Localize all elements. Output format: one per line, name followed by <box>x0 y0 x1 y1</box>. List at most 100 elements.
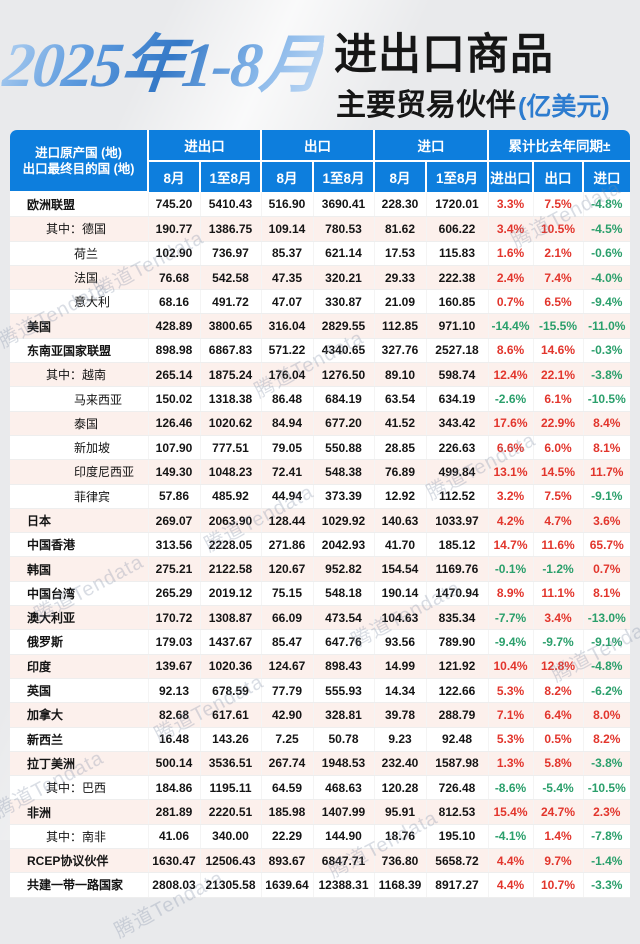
value-cell: 548.18 <box>313 581 375 607</box>
value-cell: 606.22 <box>426 216 489 242</box>
yoy-percent-cell: -7.7% <box>488 605 534 631</box>
value-cell: 139.67 <box>148 654 201 679</box>
value-cell: 190.14 <box>374 581 427 607</box>
value-cell: 5410.43 <box>200 192 262 218</box>
value-cell: 12388.31 <box>313 872 375 898</box>
value-cell: 120.67 <box>261 556 314 582</box>
yoy-percent-cell: 65.7% <box>583 532 630 558</box>
value-cell: 41.06 <box>148 824 201 850</box>
value-cell: 971.10 <box>426 313 489 339</box>
value-cell: 555.93 <box>313 678 375 704</box>
table-row: 韩国 275.21 2122.58 120.67 952.82 154.54 1169.76… <box>10 556 630 582</box>
value-cell: 1437.67 <box>200 629 262 655</box>
yoy-percent-cell: -3.8% <box>583 751 630 777</box>
yoy-percent-cell: 7.1% <box>488 702 534 728</box>
column-group-yoy: 累计比去年同期± <box>486 130 630 162</box>
yoy-percent-cell: -4.8% <box>583 654 630 679</box>
table-row: 共建一带一路国家 2808.03 21305.58 1639.64 12388.31 11… <box>10 872 630 898</box>
value-cell: 29.33 <box>374 265 427 291</box>
value-cell: 85.47 <box>261 629 314 655</box>
yoy-percent-cell: 6.4% <box>533 702 584 728</box>
yoy-percent-cell: 2.1% <box>533 241 584 266</box>
value-cell: 190.77 <box>148 216 201 242</box>
value-cell: 93.56 <box>374 629 427 655</box>
yoy-percent-cell: -4.0% <box>583 265 630 291</box>
value-cell: 2829.55 <box>313 313 375 339</box>
yoy-percent-cell: 13.1% <box>488 459 534 485</box>
value-cell: 16.48 <box>148 727 201 752</box>
value-cell: 678.59 <box>200 678 262 704</box>
value-cell: 160.85 <box>426 289 489 315</box>
yoy-percent-cell: 3.3% <box>488 192 534 218</box>
table-row: 印度尼西亚 149.30 1048.23 72.41 548.38 76.89 499.84… <box>10 459 630 485</box>
value-cell: 1033.97 <box>426 508 489 534</box>
yoy-percent-cell: -1.2% <box>533 556 584 582</box>
value-cell: 47.35 <box>261 265 314 291</box>
value-cell: 84.94 <box>261 411 314 436</box>
table-row: 泰国 126.46 1020.62 84.94 677.20 41.52 343.42 17.… <box>10 411 630 436</box>
value-cell: 92.13 <box>148 678 201 704</box>
value-cell: 634.19 <box>426 386 489 412</box>
value-cell: 500.14 <box>148 751 201 777</box>
value-cell: 121.92 <box>426 654 489 679</box>
value-cell: 22.29 <box>261 824 314 850</box>
value-cell: 128.44 <box>261 508 314 534</box>
column-header-country-line2: 出口最终目的国 (地) <box>22 161 135 176</box>
value-cell: 115.83 <box>426 241 489 266</box>
value-cell: 812.53 <box>426 799 489 825</box>
value-cell: 677.20 <box>313 411 375 436</box>
value-cell: 21.09 <box>374 289 427 315</box>
yoy-percent-cell: 14.5% <box>533 459 584 485</box>
yoy-percent-cell: 6.1% <box>533 386 584 412</box>
yoy-percent-cell: 4.7% <box>533 508 584 534</box>
yoy-percent-cell: 17.6% <box>488 411 534 436</box>
value-cell: 12506.43 <box>200 848 262 874</box>
yoy-percent-cell: -2.6% <box>488 386 534 412</box>
value-cell: 271.86 <box>261 532 314 558</box>
value-cell: 1318.38 <box>200 386 262 412</box>
yoy-percent-cell: 5.3% <box>488 727 534 752</box>
value-cell: 232.40 <box>374 751 427 777</box>
value-cell: 112.85 <box>374 313 427 339</box>
yoy-percent-cell: 8.2% <box>533 678 584 704</box>
value-cell: 126.46 <box>148 411 201 436</box>
row-label: 加拿大 <box>10 702 149 728</box>
table-row: 马来西亚 150.02 1318.38 86.48 684.19 63.54 634.19-… <box>10 386 630 412</box>
column-subheader-0: 8月 <box>147 160 201 192</box>
yoy-percent-cell: 8.1% <box>583 435 630 461</box>
value-cell: 898.43 <box>313 654 375 679</box>
yoy-percent-cell: 12.4% <box>488 362 534 388</box>
value-cell: 736.80 <box>374 848 427 874</box>
row-label: 其中：越南 <box>10 362 149 388</box>
yoy-percent-cell: 10.7% <box>533 872 584 898</box>
value-cell: 2042.93 <box>313 532 375 558</box>
value-cell: 330.87 <box>313 289 375 315</box>
value-cell: 571.22 <box>261 338 314 364</box>
table-row: 美国 428.89 3800.65 316.04 2829.55 112.85 971.10… <box>10 313 630 339</box>
value-cell: 104.63 <box>374 605 427 631</box>
value-cell: 269.07 <box>148 508 201 534</box>
yoy-percent-cell: 8.6% <box>488 338 534 364</box>
value-cell: 39.78 <box>374 702 427 728</box>
value-cell: 485.92 <box>200 484 262 509</box>
row-label: 其中：德国 <box>10 216 149 242</box>
yoy-percent-cell: 15.4% <box>488 799 534 825</box>
value-cell: 179.03 <box>148 629 201 655</box>
yoy-percent-cell: 1.3% <box>488 751 534 777</box>
yoy-percent-cell: 1.4% <box>533 824 584 850</box>
value-cell: 468.63 <box>313 775 375 801</box>
value-cell: 1276.50 <box>313 362 375 388</box>
value-cell: 2122.58 <box>200 556 262 582</box>
value-cell: 120.28 <box>374 775 427 801</box>
value-cell: 21305.58 <box>200 872 262 898</box>
title-main: 进出口商品 <box>334 31 554 79</box>
column-subheader-3: 1至8月 <box>312 160 375 192</box>
row-label: 印度 <box>10 654 149 679</box>
table-row: 新加坡 107.90 777.51 79.05 550.88 28.85 226.63 6.6… <box>10 435 630 461</box>
value-cell: 373.39 <box>313 484 375 509</box>
yoy-percent-cell: -13.0% <box>583 605 630 631</box>
value-cell: 1020.36 <box>200 654 262 679</box>
row-label: 拉丁美洲 <box>10 751 149 777</box>
value-cell: 81.62 <box>374 216 427 242</box>
yoy-percent-cell: 6.5% <box>533 289 584 315</box>
